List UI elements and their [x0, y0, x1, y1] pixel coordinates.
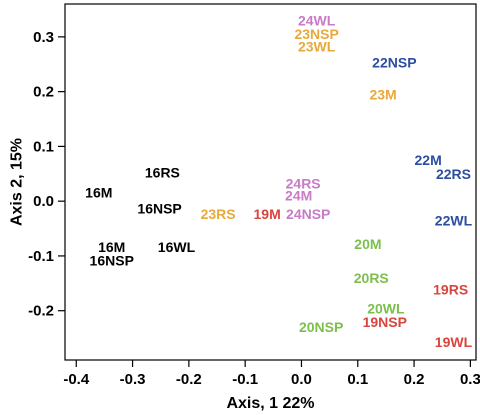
point-label-22nsp: 22NSP	[372, 55, 416, 71]
point-label-22m: 22M	[415, 152, 442, 168]
point-label-20nsp: 20NSP	[299, 319, 343, 335]
point-label-23rs: 23RS	[201, 206, 236, 222]
plot-area	[64, 3, 477, 361]
x-tick-label: -0.2	[176, 371, 202, 388]
point-label-20rs: 20RS	[354, 270, 389, 286]
x-tick-label: 0.3	[460, 371, 480, 388]
point-label-23nsp: 23NSP	[294, 26, 338, 42]
point-label-16m: 16M	[98, 239, 125, 255]
point-label-24nsp: 24NSP	[286, 206, 330, 222]
y-tick-label: 0.0	[33, 193, 54, 210]
point-label-19nsp: 19NSP	[363, 314, 407, 330]
x-axis-title: Axis, 1 22%	[226, 395, 314, 412]
y-tick-label: 0.1	[33, 138, 54, 155]
point-label-24m: 24M	[285, 188, 312, 204]
point-label-23wl: 23WL	[298, 39, 336, 55]
point-label-20m: 20M	[354, 236, 381, 252]
x-tick-label: -0.4	[63, 371, 90, 388]
point-label-22rs: 22RS	[436, 166, 471, 182]
point-label-16nsp: 16NSP	[90, 252, 134, 268]
point-labels: 24WL23NSP23WL22NSP23M22M22RS16RS16M16NSP…	[85, 12, 472, 349]
point-label-16nsp: 16NSP	[137, 200, 181, 216]
point-label-24rs: 24RS	[286, 176, 321, 192]
y-tick-label: 0.3	[33, 29, 54, 46]
point-label-16m: 16M	[85, 184, 112, 200]
axes: -0.4 -0.3 -0.2 -0.1 0.0 0.1 0.2 0.3 -0.2 -0.1 0.0 0…	[28, 29, 480, 388]
x-tick-label: -0.1	[232, 371, 258, 388]
point-label-16rs: 16RS	[145, 165, 180, 181]
y-axis-title: Axis 2, 15%	[9, 138, 26, 226]
y-tick-label: 0.2	[33, 84, 54, 101]
point-label-20wl: 20WL	[367, 301, 405, 317]
x-tick-label: 0.1	[347, 371, 368, 388]
point-label-19rs: 19RS	[433, 281, 468, 297]
x-tick-label: 0.0	[291, 371, 312, 388]
x-tick-label: 0.2	[404, 371, 425, 388]
point-label-22wl: 22WL	[435, 212, 473, 228]
point-label-19wl: 19WL	[435, 334, 473, 350]
point-label-16wl: 16WL	[158, 239, 196, 255]
x-tick-label: -0.3	[120, 371, 146, 388]
y-tick-label: -0.1	[28, 248, 54, 265]
y-tick-label: -0.2	[28, 303, 54, 320]
point-label-23m: 23M	[369, 86, 396, 102]
point-label-19m: 19M	[254, 206, 281, 222]
point-label-24wl: 24WL	[298, 12, 336, 28]
plot-frame	[64, 3, 477, 361]
